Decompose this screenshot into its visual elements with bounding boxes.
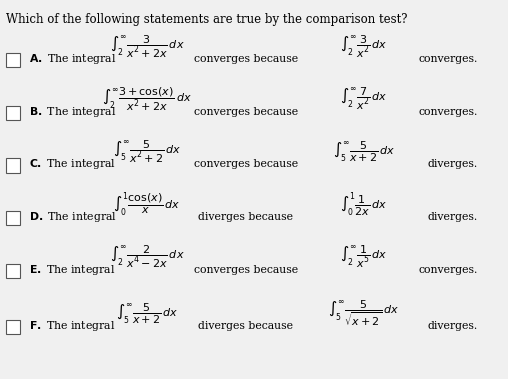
Text: $\int_{2}^{\infty} \dfrac{1}{x^5}\, dx$: $\int_{2}^{\infty} \dfrac{1}{x^5}\, dx$ [340,244,388,270]
Text: $\mathbf{B.}$ The integral: $\mathbf{B.}$ The integral [28,105,116,119]
FancyBboxPatch shape [6,158,20,172]
Text: $\int_{2}^{\infty} \dfrac{3+\cos(x)}{x^2+2x}\, dx$: $\int_{2}^{\infty} \dfrac{3+\cos(x)}{x^2… [102,86,192,113]
Text: diverges.: diverges. [427,212,478,222]
Text: $\int_{5}^{\infty} \dfrac{5}{x^2+2}\, dx$: $\int_{5}^{\infty} \dfrac{5}{x^2+2}\, dx… [113,139,181,165]
Text: $\mathbf{A.}$ The integral: $\mathbf{A.}$ The integral [28,52,116,66]
Text: converges because: converges because [194,106,298,117]
FancyBboxPatch shape [6,53,20,67]
Text: converges.: converges. [418,106,478,117]
Text: diverges because: diverges because [198,321,293,331]
Text: diverges because: diverges because [198,212,293,222]
Text: $\mathbf{E.}$ The integral: $\mathbf{E.}$ The integral [28,263,115,277]
Text: $\int_{2}^{\infty} \dfrac{7}{x^2}\, dx$: $\int_{2}^{\infty} \dfrac{7}{x^2}\, dx$ [340,86,388,112]
Text: $\int_{2}^{\infty} \dfrac{2}{x^4-2x}\, dx$: $\int_{2}^{\infty} \dfrac{2}{x^4-2x}\, d… [110,244,184,270]
Text: diverges.: diverges. [427,159,478,169]
Text: converges because: converges because [194,265,298,275]
FancyBboxPatch shape [6,320,20,334]
Text: converges.: converges. [418,54,478,64]
Text: $\int_{2}^{\infty} \dfrac{3}{x^2}\, dx$: $\int_{2}^{\infty} \dfrac{3}{x^2}\, dx$ [340,33,388,60]
Text: $\int_{5}^{\infty} \dfrac{5}{x+2}\, dx$: $\int_{5}^{\infty} \dfrac{5}{x+2}\, dx$ [116,301,178,326]
FancyBboxPatch shape [6,264,20,278]
Text: $\mathbf{F.}$ The integral: $\mathbf{F.}$ The integral [28,319,115,333]
Text: converges because: converges because [194,54,298,64]
Text: $\int_{0}^{1} \dfrac{1}{2x}\, dx$: $\int_{0}^{1} \dfrac{1}{2x}\, dx$ [340,190,388,219]
Text: $\mathbf{D.}$ The integral: $\mathbf{D.}$ The integral [28,210,116,224]
Text: converges.: converges. [418,265,478,275]
Text: $\int_{2}^{\infty} \dfrac{3}{x^2+2x}\, dx$: $\int_{2}^{\infty} \dfrac{3}{x^2+2x}\, d… [110,33,184,60]
FancyBboxPatch shape [6,211,20,225]
Text: $\int_{0}^{1} \dfrac{\cos(x)}{x}\, dx$: $\int_{0}^{1} \dfrac{\cos(x)}{x}\, dx$ [113,190,181,219]
FancyBboxPatch shape [6,106,20,120]
Text: $\mathbf{C.}$ The integral: $\mathbf{C.}$ The integral [28,157,115,171]
Text: diverges.: diverges. [427,321,478,331]
Text: $\int_{5}^{\infty} \dfrac{5}{x+2}\, dx$: $\int_{5}^{\infty} \dfrac{5}{x+2}\, dx$ [333,140,395,164]
Text: Which of the following statements are true by the comparison test?: Which of the following statements are tr… [6,13,408,26]
Text: converges because: converges because [194,159,298,169]
Text: $\int_{5}^{\infty} \dfrac{5}{\sqrt{x+2}}\, dx$: $\int_{5}^{\infty} \dfrac{5}{\sqrt{x+2}}… [329,299,400,328]
